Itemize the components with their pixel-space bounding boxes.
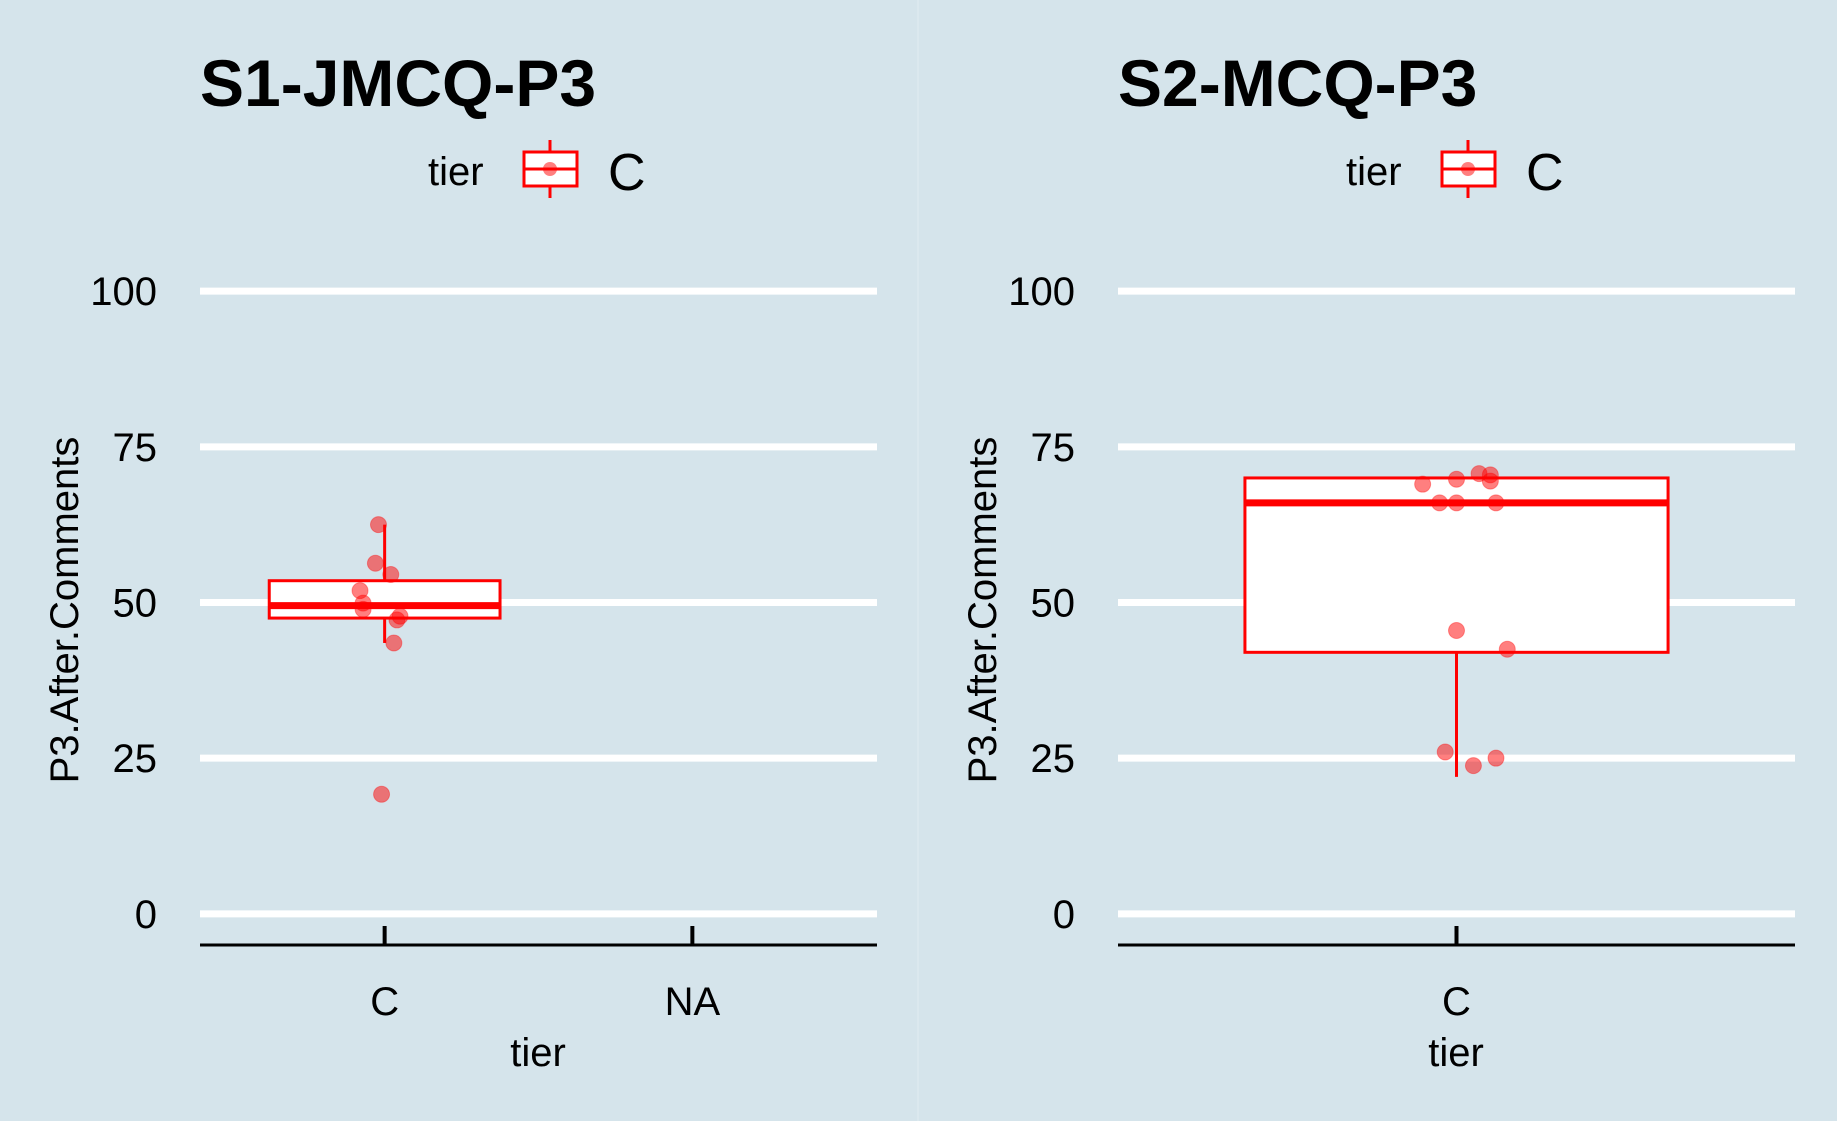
data-point [1448, 470, 1465, 488]
legend-key-icon [1440, 140, 1497, 198]
data-point [354, 600, 372, 618]
data-point [1414, 475, 1432, 493]
y-axis-label: P3.After.Comments [961, 437, 1005, 784]
chart-title: S2-MCQ-P3 [1118, 46, 1477, 120]
x-tick-label: C [370, 980, 399, 1024]
legend-title: tier [1346, 150, 1402, 194]
y-tick-label: 0 [1053, 893, 1075, 937]
y-axis: 0 25 50 75 100 [90, 270, 157, 937]
x-axis: C [1442, 926, 1471, 1024]
data-point [369, 516, 387, 534]
data-point [366, 554, 384, 572]
data-point [382, 565, 400, 583]
legend-key-icon [522, 140, 579, 198]
data-point [1448, 494, 1465, 512]
y-tick-label: 50 [1031, 582, 1076, 626]
panel-s1-jmcq-p3: S1-JMCQ-P3 tier C 0 25 50 75 100 C NA tier P3… [43, 46, 877, 1075]
y-tick-label: 0 [135, 893, 157, 937]
x-tick-label: NA [665, 980, 721, 1024]
legend: tier C [1346, 140, 1564, 202]
plot-area [1243, 465, 1670, 777]
box-body [267, 579, 502, 620]
data-point [1487, 749, 1505, 767]
x-axis-label: tier [510, 1031, 566, 1075]
y-tick-label: 100 [90, 270, 157, 314]
data-point [388, 611, 406, 629]
legend-label: C [608, 144, 646, 202]
data-point [373, 785, 391, 803]
data-point [1487, 494, 1505, 512]
plot-area [267, 516, 502, 803]
y-tick-label: 75 [1031, 426, 1076, 470]
legend-label: C [1526, 144, 1564, 202]
x-axis: C NA [370, 926, 720, 1024]
data-point [1431, 494, 1449, 512]
y-axis: 0 25 50 75 100 [1008, 270, 1075, 937]
y-tick-label: 50 [113, 582, 158, 626]
legend-title: tier [428, 150, 484, 194]
data-point [1481, 472, 1499, 490]
data-point [1436, 743, 1454, 761]
y-tick-label: 100 [1008, 270, 1075, 314]
y-tick-label: 25 [1031, 737, 1076, 781]
x-axis-label: tier [1428, 1031, 1484, 1075]
box-C [267, 524, 502, 643]
chart-title: S1-JMCQ-P3 [200, 46, 596, 120]
legend: tier C [428, 140, 646, 202]
y-tick-label: 75 [113, 426, 158, 470]
data-point [1448, 622, 1465, 640]
y-axis-label: P3.After.Comments [43, 437, 87, 784]
y-tick-label: 25 [113, 737, 158, 781]
data-point [385, 634, 403, 652]
x-tick-label: C [1442, 980, 1471, 1024]
panel-s2-mcq-p3: S2-MCQ-P3 tier C 0 25 50 75 100 C tier P3.Af… [961, 46, 1795, 1075]
data-point [1464, 757, 1482, 775]
grid [1118, 287, 1795, 918]
data-point [1498, 640, 1516, 658]
